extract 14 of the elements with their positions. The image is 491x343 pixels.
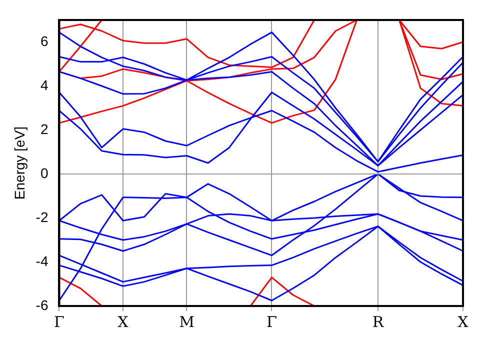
y-tick-label: 2 [40,120,48,137]
y-tick-label: 6 [40,32,48,49]
x-tick-label: Γ [266,312,277,331]
y-tick-label: 4 [40,76,48,93]
x-tick-label: R [372,312,384,331]
x-tick-label: X [458,312,469,331]
y-tick-label: -2 [36,208,48,225]
y-tick-label: -6 [36,296,48,313]
x-tick-label: M [179,312,194,331]
y-tick-label: -4 [36,252,48,269]
y-tick-label: 0 [40,164,48,181]
y-axis-title: Energy [eV] [11,126,28,200]
x-tick-label: Γ [54,312,64,331]
x-tick-label: X [118,312,129,331]
